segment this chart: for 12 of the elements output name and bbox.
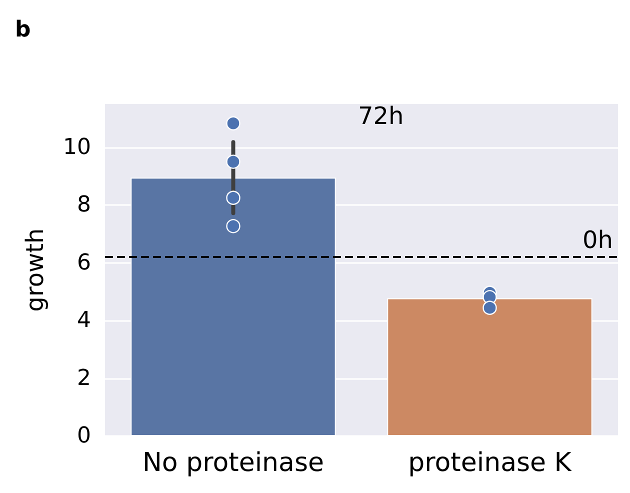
chart-title: b [15,18,31,42]
x-tick-label: proteinase K [408,448,572,478]
y-tick-label: 8 [77,192,91,218]
ref-line-label: 0h [582,226,613,254]
x-tick-label: No proteinase [142,448,324,478]
y-tick-label: 4 [77,308,91,334]
y-tick-label: 2 [77,366,91,391]
y-tick-label: 0 [77,424,91,448]
annotation: 72h [358,102,404,130]
y-tick-label: 10 [63,134,91,160]
y-axis-title: growth [21,228,49,312]
y-tick-label: 6 [77,250,91,276]
